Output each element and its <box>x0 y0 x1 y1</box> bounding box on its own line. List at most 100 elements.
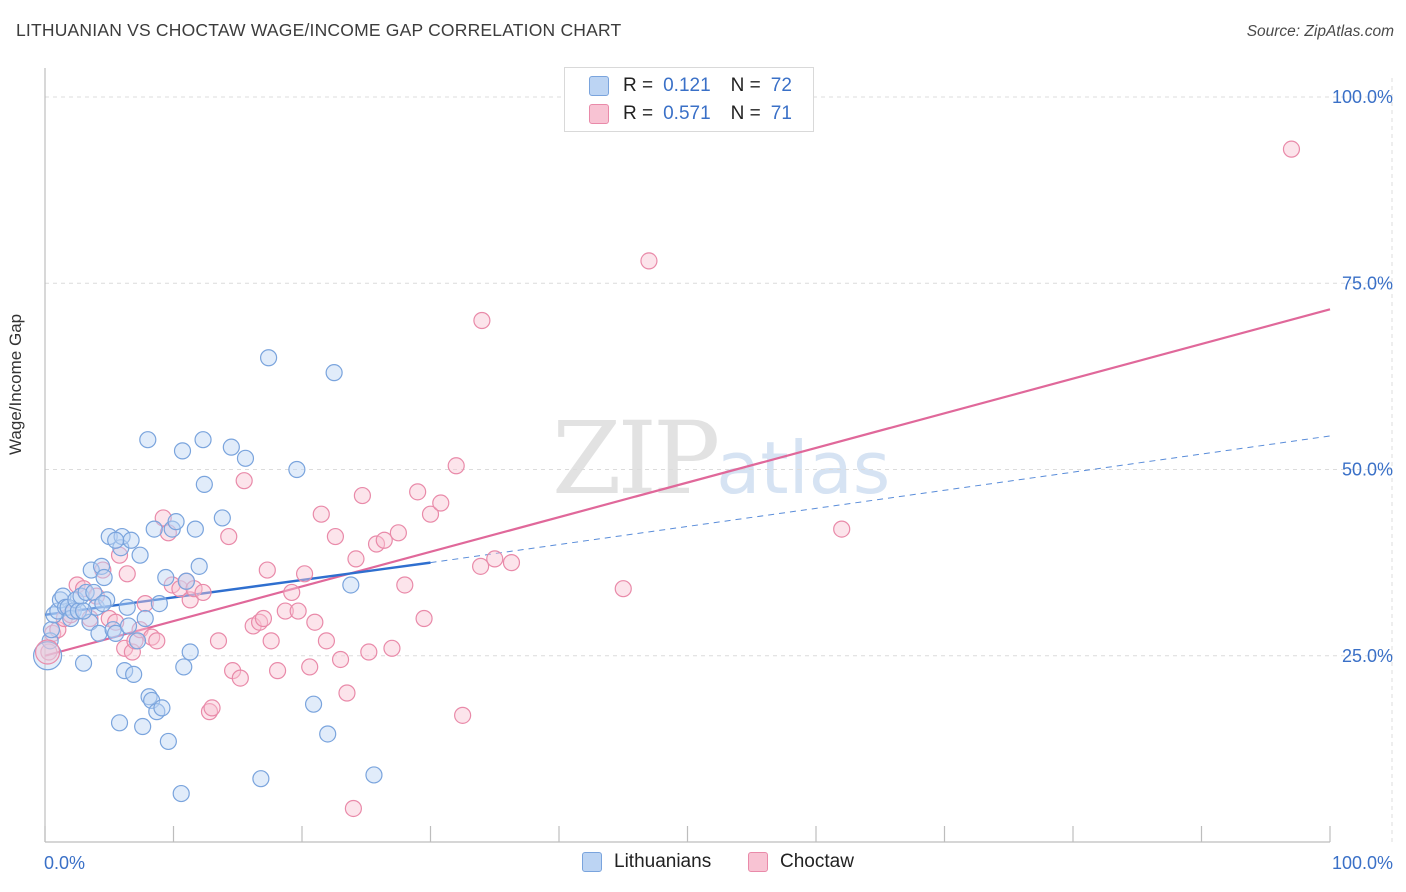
choctaw-point <box>344 799 362 818</box>
legend-swatch-blue <box>582 852 602 872</box>
legend-label: Choctaw <box>780 851 854 872</box>
lithuanians-point <box>92 557 111 575</box>
legend-swatch-pink <box>589 104 609 124</box>
tick-labels: 25.0% 50.0% 75.0% 100.0% 0.0% 100.0% <box>44 87 1393 873</box>
choctaw-point <box>396 576 414 594</box>
lithuanians-point <box>139 431 157 449</box>
lithuanians-point <box>342 576 360 594</box>
choctaw-point <box>258 561 276 579</box>
lithuanians-point <box>173 442 192 460</box>
correlation-legend: R = 0.121 N = 72 R = 0.571 N = 71 <box>564 67 814 132</box>
lithuanians-point <box>194 431 212 449</box>
lithuanians-point <box>288 460 306 479</box>
choctaw-point <box>220 527 238 546</box>
lithuanians-point <box>304 695 323 713</box>
lithuanians-point <box>32 641 63 671</box>
lithuanians-point <box>110 714 129 732</box>
lithuanians-point <box>95 568 113 587</box>
choctaw-point <box>338 684 356 702</box>
r-value: 0.571 <box>663 103 711 124</box>
lithuanians-point <box>259 349 278 367</box>
lithuanians-point <box>69 602 88 620</box>
lithuanians-point <box>134 717 152 736</box>
lithuanians-point <box>128 632 147 650</box>
y-axis-label: Wage/Income Gap <box>6 313 25 455</box>
series-legend: Lithuanians Choctaw <box>0 851 1406 877</box>
lithuanians-point <box>167 513 185 531</box>
n-label: N = <box>730 75 761 96</box>
lithuanians-point <box>82 561 100 579</box>
lithuanians-point <box>175 658 193 676</box>
choctaw-point <box>347 550 365 568</box>
choctaw-point <box>209 632 228 650</box>
lithuanians-point <box>159 732 177 751</box>
choctaw-point <box>833 520 851 538</box>
choctaw-point <box>415 609 433 628</box>
lithuanians-point <box>181 643 199 661</box>
lithuanians-point <box>177 572 195 590</box>
choctaw-point <box>432 494 450 512</box>
choctaw-point <box>301 658 319 676</box>
choctaw-point <box>421 505 440 523</box>
lithuanians-trend-extension <box>430 435 1331 564</box>
lithuanians-point <box>252 770 270 788</box>
trend-lines <box>44 308 1331 657</box>
choctaw-point <box>231 669 249 687</box>
choctaw-point <box>486 550 504 568</box>
choctaw-point <box>317 632 336 650</box>
choctaw-point <box>326 527 345 546</box>
r-label: R = <box>623 75 654 96</box>
y-tick-label: 75.0% <box>1342 273 1393 293</box>
choctaw-point <box>454 706 472 724</box>
choctaw-point <box>283 583 301 602</box>
lithuanians-point <box>122 531 140 549</box>
lithuanians-point <box>222 438 240 456</box>
choctaw-point <box>194 583 212 602</box>
lithuanians-point <box>153 699 171 717</box>
choctaw-point <box>1282 140 1301 158</box>
r-value: 0.121 <box>663 75 711 96</box>
choctaw-point <box>472 557 490 575</box>
choctaw-point <box>136 594 154 613</box>
lithuanians-point <box>136 609 154 628</box>
n-label: N = <box>730 103 761 124</box>
lithuanians-point <box>94 594 112 613</box>
choctaw-point <box>295 565 314 583</box>
choctaw-point <box>289 602 307 620</box>
legend-swatch-blue <box>589 76 609 96</box>
choctaw-point <box>154 509 172 527</box>
lithuanians-point <box>42 621 61 639</box>
legend-row-choctaw: R = 0.571 N = 71 <box>589 102 792 126</box>
n-value: 72 <box>770 75 792 96</box>
lithuanians-point <box>157 568 175 587</box>
choctaw-point <box>148 632 166 650</box>
r-label: R = <box>623 103 654 124</box>
choctaw-point <box>181 591 199 609</box>
lithuanians-point <box>107 624 125 643</box>
lithuanians-point <box>172 784 190 803</box>
data-points <box>32 140 1301 818</box>
choctaw-point <box>235 472 253 490</box>
lithuanians-point <box>325 364 343 382</box>
choctaw-point <box>312 505 330 523</box>
legend-item-lithuanians[interactable]: Lithuanians <box>582 851 711 873</box>
choctaw-point <box>331 650 350 669</box>
lithuanians-point <box>131 546 149 564</box>
lithuanians-point <box>150 594 168 613</box>
choctaw-point <box>375 531 393 549</box>
choctaw-point <box>276 602 294 620</box>
lithuanians-point <box>119 617 138 635</box>
legend-item-choctaw[interactable]: Choctaw <box>748 851 854 873</box>
lithuanians-point <box>74 602 93 620</box>
y-tick-label: 50.0% <box>1342 460 1393 480</box>
lithuanians-point <box>74 654 93 672</box>
chart-title: LITHUANIAN VS CHOCTAW WAGE/INCOME GAP CO… <box>16 20 622 40</box>
choctaw-point <box>118 565 136 583</box>
lithuanians-point <box>90 624 108 643</box>
lithuanians-point <box>107 531 125 549</box>
lithuanians-point <box>116 662 134 680</box>
lithuanians-point <box>125 665 143 683</box>
choctaw-point <box>383 639 401 657</box>
lithuanians-point <box>319 725 337 743</box>
